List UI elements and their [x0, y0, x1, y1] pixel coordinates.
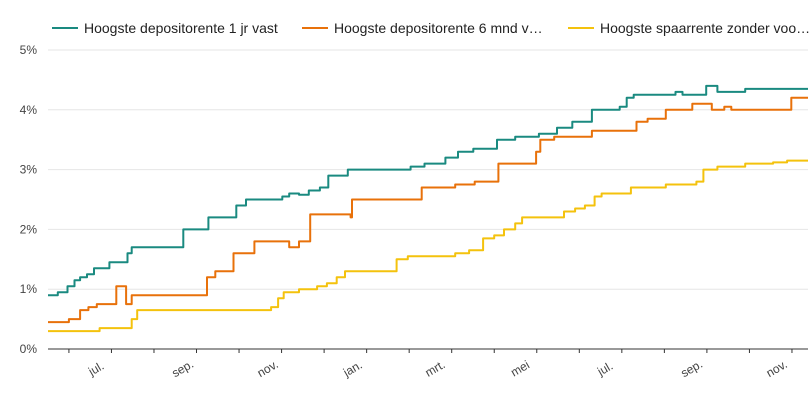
- legend-label-1: Hoogste depositorente 1 jr vast: [84, 20, 278, 36]
- y-tick-label: 5%: [20, 43, 38, 57]
- x-tick-label: sep.: [169, 357, 196, 380]
- x-axis-ticks: jul. sep. nov. jan. mrt. mei jul. sep. nov.: [68, 349, 793, 380]
- y-tick-label: 4%: [20, 103, 38, 117]
- x-tick-label: jan.: [340, 358, 365, 380]
- y-tick-label: 3%: [20, 163, 38, 177]
- series-lines: [48, 84, 808, 333]
- y-tick-label: 2%: [20, 222, 38, 236]
- series-line-2: [48, 96, 808, 324]
- legend-label-3: Hoogste spaarrente zonder voo…: [600, 20, 810, 36]
- x-tick-label: jul.: [85, 359, 106, 379]
- y-tick-label: 1%: [20, 282, 38, 296]
- legend: Hoogste depositorente 1 jr vast Hoogste d…: [52, 20, 810, 36]
- x-tick-label: mei: [508, 358, 532, 380]
- gridlines: [48, 49, 808, 350]
- x-tick-label: jul.: [594, 359, 615, 379]
- y-axis-ticks: 0% 1% 2% 3% 4% 5%: [20, 43, 38, 356]
- x-tick-label: sep.: [678, 357, 705, 380]
- x-tick-label: nov.: [255, 357, 281, 380]
- x-tick-label: nov.: [764, 357, 790, 380]
- series-line-3: [48, 159, 808, 333]
- legend-label-2: Hoogste depositorente 6 mnd v…: [334, 20, 543, 36]
- y-tick-label: 0%: [20, 342, 38, 356]
- x-tick-label: mrt.: [423, 357, 448, 379]
- series-line-1: [48, 84, 808, 297]
